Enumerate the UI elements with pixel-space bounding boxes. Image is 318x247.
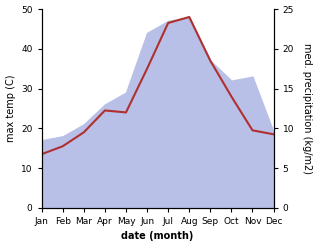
Y-axis label: med. precipitation (kg/m2): med. precipitation (kg/m2) [302, 43, 313, 174]
Y-axis label: max temp (C): max temp (C) [5, 75, 16, 142]
X-axis label: date (month): date (month) [121, 231, 194, 242]
